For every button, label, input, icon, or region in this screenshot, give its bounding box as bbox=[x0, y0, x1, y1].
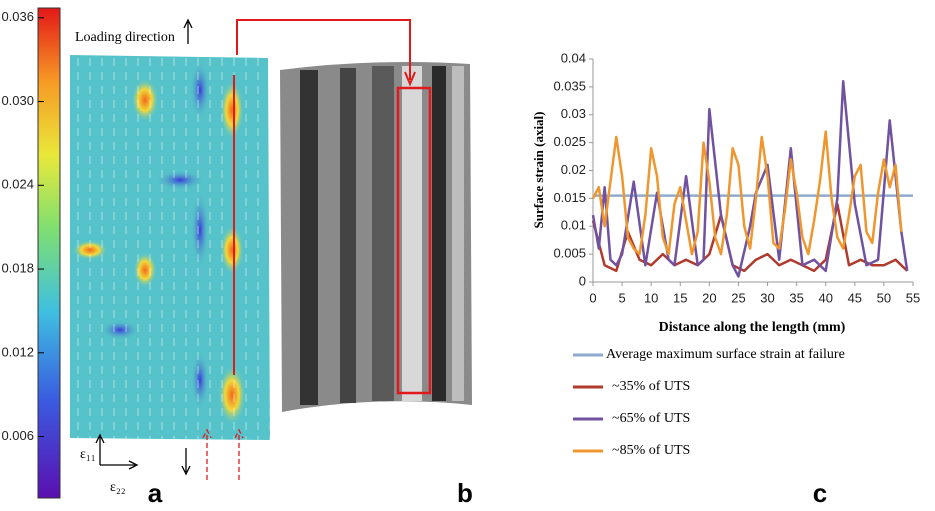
x-tick-label: 50 bbox=[877, 290, 891, 305]
y-tick-label: 0.025 bbox=[553, 134, 586, 149]
y-tick-label: 0.04 bbox=[561, 50, 586, 65]
legend-label: Average maximum surface strain at failur… bbox=[606, 347, 845, 362]
panel-label: c bbox=[813, 478, 827, 508]
panel-label: a bbox=[148, 478, 163, 508]
x-tick-label: 25 bbox=[731, 290, 745, 305]
series-line bbox=[591, 80, 909, 278]
x-tick-label: 10 bbox=[644, 290, 658, 305]
x-tick-label: 20 bbox=[702, 290, 716, 305]
arrows bbox=[95, 18, 244, 480]
colorbar-tick-label: 0.036 bbox=[1, 9, 34, 24]
strain-map bbox=[70, 55, 270, 440]
colorbar-tick-label: 0.006 bbox=[1, 428, 34, 443]
x-tick-label: 5 bbox=[618, 290, 625, 305]
y-tick-label: 0.03 bbox=[561, 106, 586, 121]
x-tick-label: 0 bbox=[589, 290, 596, 305]
y-axis-label: Surface strain (axial) bbox=[531, 112, 546, 229]
loading-direction: Loading direction bbox=[75, 30, 175, 45]
e11-label: ε₁₁ bbox=[80, 447, 96, 462]
e22-label: ε₂₂ bbox=[110, 480, 126, 495]
y-tick-label: 0 bbox=[579, 273, 586, 288]
x-tick-label: 30 bbox=[760, 290, 774, 305]
colorbar-tick-label: 0.012 bbox=[1, 344, 34, 359]
y-tick-label: 0.02 bbox=[561, 162, 586, 177]
y-tick-label: 0.015 bbox=[553, 190, 586, 205]
x-tick-label: 45 bbox=[848, 290, 862, 305]
x-axis-label: Distance along the length (mm) bbox=[659, 320, 846, 335]
colorbar-tick-label: 0.030 bbox=[1, 93, 34, 108]
colorbar bbox=[37, 7, 61, 499]
y-tick-label: 0.01 bbox=[561, 218, 586, 233]
y-tick-label: 0.005 bbox=[553, 246, 586, 261]
x-tick-label: 15 bbox=[673, 290, 687, 305]
colorbar-tick-label: 0.024 bbox=[1, 177, 34, 192]
specimen-photo bbox=[236, 19, 472, 412]
panel-label: b bbox=[457, 478, 473, 508]
legend-label: ~65% of UTS bbox=[612, 411, 690, 426]
series-line bbox=[591, 130, 903, 256]
legend-label: ~35% of UTS bbox=[612, 379, 690, 394]
x-tick-label: 55 bbox=[906, 290, 920, 305]
legend-label: ~85% of UTS bbox=[612, 443, 690, 458]
colorbar-tick-label: 0.018 bbox=[1, 260, 34, 275]
x-tick-label: 35 bbox=[789, 290, 803, 305]
y-tick-label: 0.035 bbox=[553, 78, 586, 93]
x-tick-label: 40 bbox=[818, 290, 832, 305]
